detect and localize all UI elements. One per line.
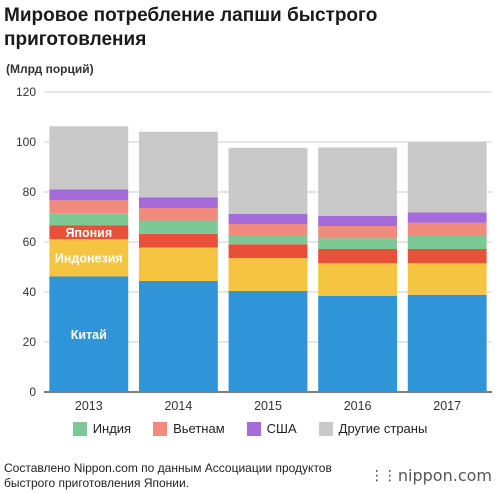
bar-segment	[318, 263, 398, 296]
bar-segment	[138, 247, 218, 281]
legend-entry: Вьетнам	[153, 421, 225, 436]
bar-segment	[407, 141, 487, 213]
bar-inline-label: Китай	[71, 328, 107, 342]
x-tick-label: 2015	[254, 399, 282, 413]
bar-segment	[49, 126, 129, 190]
legend-label: Вьетнам	[173, 421, 225, 436]
bar-segment	[138, 131, 218, 198]
y-axis-unit-label: (Млрд порций)	[6, 62, 94, 76]
y-tick-label: 120	[16, 85, 36, 99]
bar-segment	[407, 249, 487, 264]
bar-segment	[49, 213, 129, 226]
legend-entry: США	[246, 421, 297, 436]
bar-segment	[228, 244, 308, 258]
bar-segment	[407, 235, 487, 249]
source-note: Составлено Nippon.com по данным Ассоциац…	[4, 461, 332, 490]
y-tick-label: 60	[23, 235, 37, 249]
bar-segment	[407, 294, 487, 392]
chart-title: Мировое потребление лапши быстрого приго…	[4, 5, 378, 50]
y-tick-label: 0	[29, 385, 36, 399]
bar-segment	[407, 263, 487, 295]
x-tick-label: 2014	[164, 399, 192, 413]
legend-label: США	[266, 421, 297, 436]
bar-segment	[138, 281, 218, 392]
bar-segment	[138, 197, 218, 208]
bar-segment	[407, 222, 487, 236]
x-tick-label: 2013	[75, 399, 103, 413]
bars	[49, 126, 487, 392]
logo-dots-icon: ⋮⋮	[369, 467, 397, 484]
bar-inline-label: Индонезия	[55, 251, 123, 265]
legend-entry: Другие страны	[318, 421, 428, 436]
bar-segment	[228, 213, 308, 224]
bar-segment	[407, 212, 487, 223]
legend-swatch	[153, 421, 168, 436]
bar-segment	[318, 226, 398, 239]
bar-segment	[49, 239, 129, 277]
legend-swatch	[246, 421, 261, 436]
bar-segment	[228, 147, 308, 214]
bar-segment	[138, 233, 218, 248]
bar-segment	[138, 220, 218, 234]
y-tick-label: 40	[23, 285, 37, 299]
bar-segment	[228, 258, 308, 291]
bar-segment	[318, 249, 398, 264]
bar-segment	[49, 225, 129, 240]
logo-text: nippon.com	[397, 466, 492, 485]
legend: Индия Вьетнам США Другие страны	[0, 421, 500, 436]
axes: 0 20 40 60 80 100 120 2013 2014 2015 2016 2017	[16, 85, 461, 413]
y-tick-label: 20	[23, 335, 37, 349]
y-tick-label: 100	[16, 135, 36, 149]
x-tick-label: 2016	[344, 399, 372, 413]
bar-segment	[318, 295, 398, 392]
legend-label: Индия	[92, 421, 132, 436]
bar-segment	[49, 276, 129, 392]
y-tick-label: 80	[23, 185, 37, 199]
bar-inline-label: Япония	[65, 226, 112, 240]
legend-swatch	[72, 421, 87, 436]
bar-segment	[49, 200, 129, 214]
bar-segment	[228, 291, 308, 392]
bar-segment	[318, 215, 398, 226]
bar-inline-labels: Китай Индонезия Япония	[55, 226, 123, 342]
legend-label: Другие страны	[338, 421, 428, 436]
x-tick-label: 2017	[433, 399, 461, 413]
bar-segment	[318, 238, 398, 249]
bar-segment	[228, 236, 308, 245]
bar-segment	[138, 208, 218, 221]
bar-segment	[318, 147, 398, 216]
nippon-logo: ⋮⋮ nippon.com	[370, 466, 492, 485]
bar-segment	[49, 189, 129, 201]
legend-entry: Индия	[72, 421, 132, 436]
legend-swatch	[318, 421, 333, 436]
bar-segment	[228, 224, 308, 236]
stacked-bar-chart: Китай Индонезия Япония 0 20 40 60 80 100 120 2013…	[16, 85, 492, 413]
